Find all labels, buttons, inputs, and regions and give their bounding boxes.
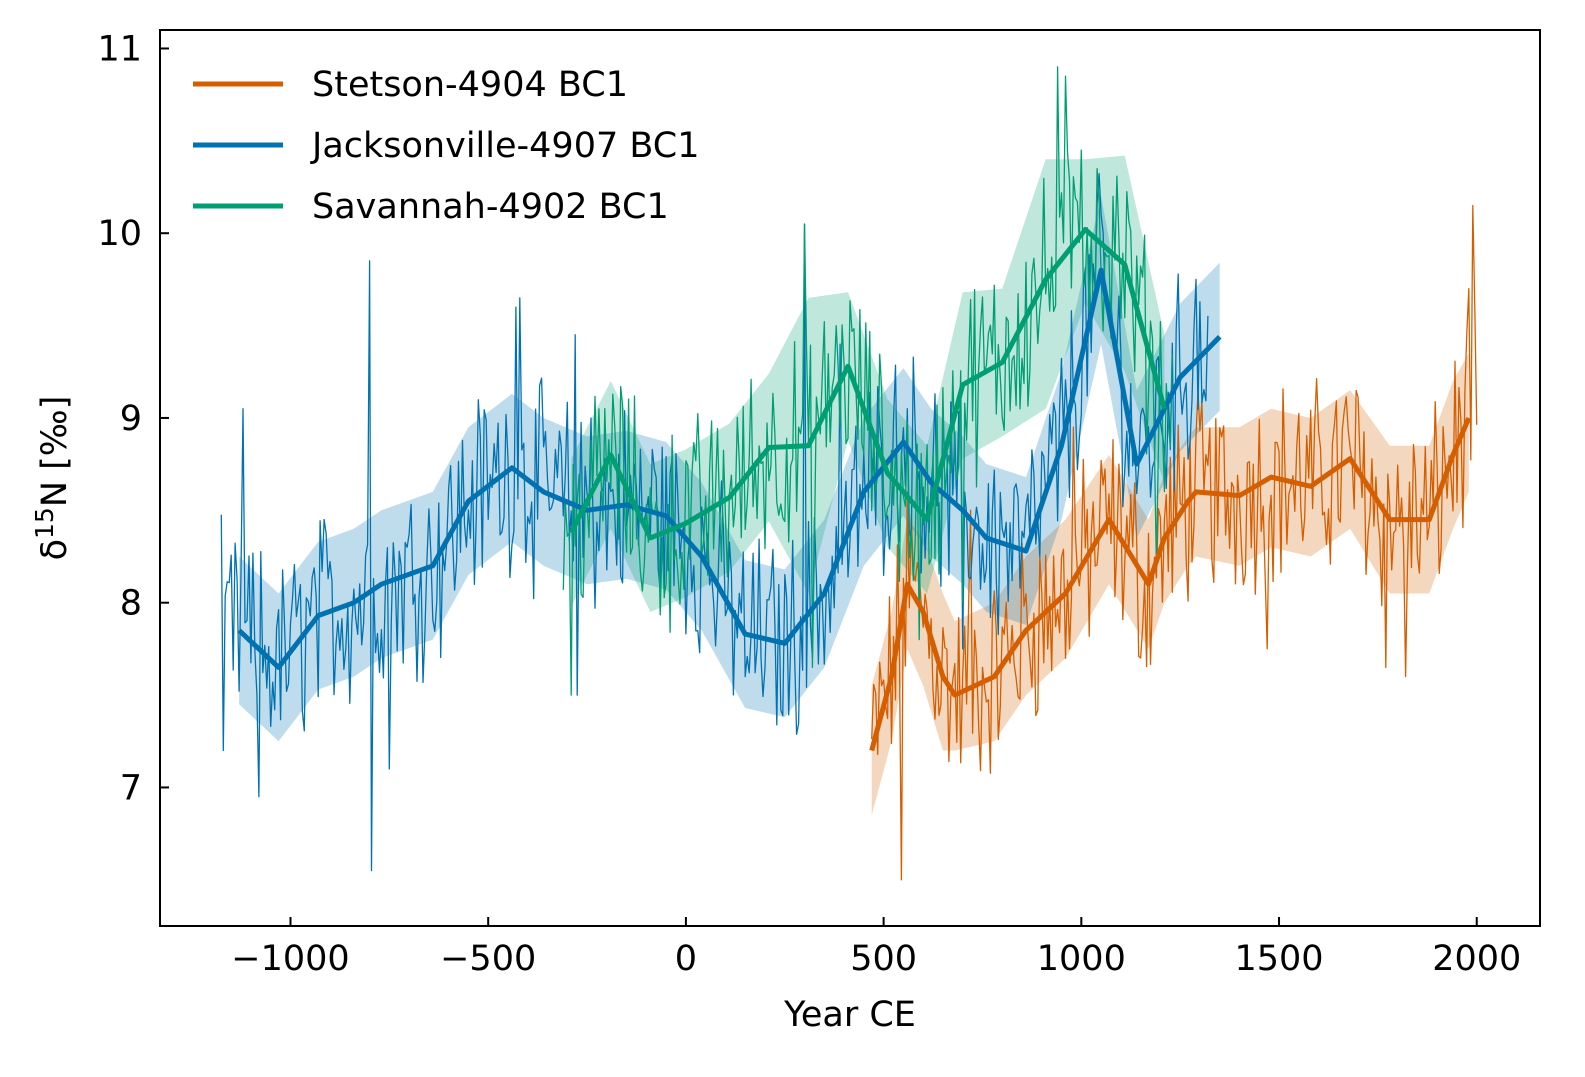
- x-tick-label: −1000: [231, 939, 349, 979]
- legend-label: Jacksonville-4907 BC1: [310, 126, 699, 166]
- x-tick-label: 1000: [1037, 939, 1126, 979]
- raw-series-lines: [220, 66, 1478, 881]
- y-tick-label: 7: [120, 768, 142, 808]
- x-axis-label: Year CE: [783, 995, 916, 1035]
- confidence-bands: [239, 155, 1469, 816]
- y-axis-label-delta: δ: [35, 539, 75, 560]
- x-tick-label: 0: [675, 939, 697, 979]
- legend-label: Savannah-4902 BC1: [312, 187, 669, 227]
- y-axis-label-superscript: 15: [30, 507, 59, 539]
- y-tick-label: 8: [120, 584, 142, 624]
- plot-frame: [159, 29, 1541, 927]
- x-axis-ticks: −1000 −500 0 500 1000 1500 2000: [231, 917, 1521, 979]
- y-axis-label: δ15N [‰]: [30, 396, 75, 561]
- x-tick-label: 2000: [1432, 939, 1521, 979]
- y-tick-label: 10: [97, 214, 142, 254]
- x-tick-label: −500: [440, 939, 536, 979]
- band-series-0: [871, 353, 1469, 816]
- legend: Stetson-4904 BC1 Jacksonville-4907 BC1 Sav…: [193, 65, 699, 227]
- legend-label: Stetson-4904 BC1: [312, 65, 628, 105]
- band-series-1: [239, 196, 1220, 742]
- smoothed-line-series-1: [237, 267, 1222, 670]
- x-tick-label: 500: [850, 939, 917, 979]
- smoothed-series-lines: [237, 227, 1472, 752]
- raw-line-series-1: [220, 173, 1209, 872]
- y-axis-label-rest: N [‰]: [35, 396, 75, 508]
- smoothed-line-series-2: [568, 227, 1167, 541]
- x-tick-label: 1500: [1234, 939, 1323, 979]
- y-tick-label: 9: [120, 399, 142, 439]
- y-tick-label: 11: [97, 29, 142, 69]
- raw-line-series-2: [562, 66, 1173, 696]
- smoothed-line-series-0: [869, 417, 1472, 752]
- y-axis-ticks: 7 8 9 10 11: [97, 29, 169, 808]
